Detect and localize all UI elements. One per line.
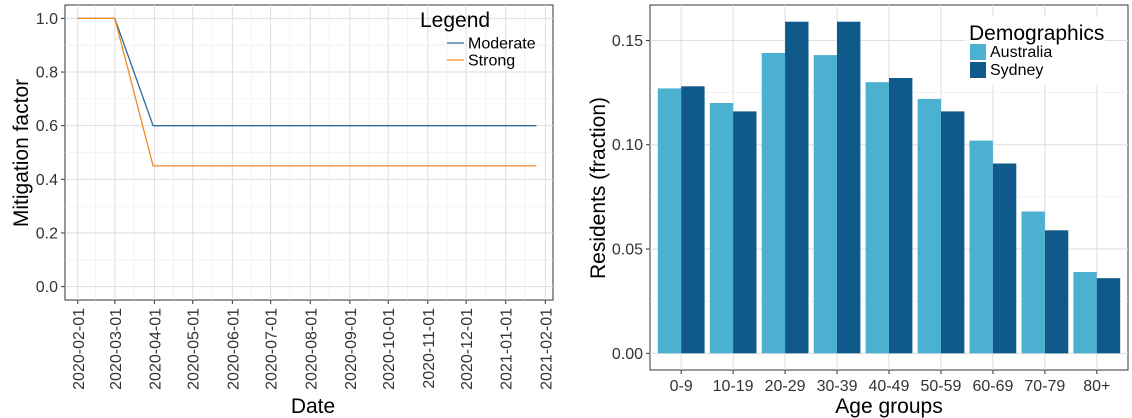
line-x-axis-title: Date bbox=[291, 395, 335, 418]
line-x-tick-label: 2020-04-01 bbox=[147, 308, 164, 390]
bar-sydney bbox=[941, 111, 965, 354]
line-legend-title: Legend bbox=[420, 9, 490, 32]
line-legend-label-moderate: Moderate bbox=[468, 36, 536, 53]
line-chart: 0.00.20.40.60.81.0 2020-02-01 2020-03-01 2… bbox=[10, 4, 555, 418]
bar-x-tick-label: 70-79 bbox=[1024, 378, 1065, 395]
line-y-tick-label: 0.4 bbox=[36, 172, 58, 189]
bar-x-tick-label: 10-19 bbox=[713, 378, 754, 395]
bar-x-tick-label: 60-69 bbox=[972, 378, 1013, 395]
line-x-tick-label: 2021-02-01 bbox=[538, 308, 555, 390]
bar-y-tick-label: 0.10 bbox=[612, 137, 643, 154]
bar-sydney bbox=[837, 21, 861, 354]
bar-sydney bbox=[785, 21, 809, 354]
line-series-strong bbox=[77, 17, 537, 167]
bar-x-ticks: 0-9 10-19 20-29 30-39 40-49 50-59 60-69 70-79 80… bbox=[670, 370, 1110, 395]
bar-legend-key-australia bbox=[970, 44, 986, 60]
bar-sydney bbox=[992, 163, 1017, 354]
bar-sydney bbox=[1044, 230, 1069, 354]
bar-x-tick-label: 40-49 bbox=[869, 378, 910, 395]
bar-australia bbox=[657, 88, 682, 354]
bar-legend-background bbox=[965, 17, 1105, 85]
bar-x-tick-label: 0-9 bbox=[670, 378, 693, 395]
line-x-tick-label: 2020-03-01 bbox=[108, 308, 125, 390]
line-x-tick-label: 2020-05-01 bbox=[186, 308, 203, 390]
line-series-group bbox=[77, 17, 537, 167]
line-y-axis-title: Mitigation factor bbox=[10, 79, 33, 227]
bar-chart: 0.00 0.05 0.10 0.15 0-9 10-19 20-29 30-39 40-49… bbox=[587, 4, 1129, 418]
bar-series-group bbox=[657, 21, 1121, 354]
bar-x-tick-label: 50-59 bbox=[920, 378, 961, 395]
bar-x-tick-label: 20-29 bbox=[765, 378, 806, 395]
bar-australia bbox=[865, 82, 889, 354]
line-x-tick-label: 2020-12-01 bbox=[459, 308, 476, 390]
bar-y-tick-label: 0.05 bbox=[612, 242, 643, 259]
line-y-ticks: 0.0 0.2 0.4 0.6 0.8 1.0 bbox=[36, 11, 65, 296]
bar-australia bbox=[917, 98, 941, 354]
line-y-tick-label: 0.8 bbox=[36, 65, 58, 82]
line-x-tick-label: 2021-01-01 bbox=[499, 308, 516, 390]
line-x-tick-label: 2020-06-01 bbox=[225, 308, 242, 390]
line-grid bbox=[65, 5, 553, 300]
line-x-ticks: 2020-02-01 2020-03-01 2020-04-01 2020-05-01… bbox=[71, 300, 555, 390]
bar-sydney bbox=[1096, 278, 1121, 354]
line-y-tick-label: 0.0 bbox=[36, 279, 58, 296]
bar-y-ticks: 0.00 0.05 0.10 0.15 bbox=[612, 33, 650, 363]
line-x-tick-label: 2020-09-01 bbox=[343, 308, 360, 390]
bar-sydney bbox=[889, 78, 913, 354]
bar-sydney bbox=[733, 111, 757, 354]
line-y-tick-label: 0.2 bbox=[36, 225, 58, 242]
bar-x-tick-label: 30-39 bbox=[817, 378, 858, 395]
bar-y-axis-title: Residents (fraction) bbox=[587, 97, 610, 279]
bar-y-tick-label: 0.00 bbox=[612, 346, 643, 363]
bar-australia bbox=[969, 140, 993, 354]
line-x-tick-label: 2020-11-01 bbox=[421, 308, 438, 389]
bar-australia bbox=[709, 103, 734, 354]
line-legend-label-strong: Strong bbox=[468, 53, 515, 70]
bar-legend-label-sydney: Sydney bbox=[990, 62, 1043, 79]
bar-x-tick-label: 80+ bbox=[1083, 378, 1110, 395]
bar-australia bbox=[1021, 211, 1045, 354]
line-x-tick-label: 2020-02-01 bbox=[71, 308, 88, 390]
bar-legend-key-sydney bbox=[970, 62, 986, 78]
line-y-tick-label: 0.6 bbox=[36, 118, 58, 135]
bar-legend-title: Demographics bbox=[969, 22, 1104, 45]
bar-australia bbox=[813, 55, 838, 354]
bar-sydney bbox=[681, 86, 705, 354]
bar-y-tick-label: 0.15 bbox=[612, 33, 643, 50]
line-x-tick-label: 2020-08-01 bbox=[303, 308, 320, 390]
bar-legend-label-australia: Australia bbox=[990, 44, 1052, 61]
bar-australia bbox=[761, 53, 786, 354]
line-x-tick-label: 2020-10-01 bbox=[381, 308, 398, 390]
line-y-tick-label: 1.0 bbox=[36, 11, 58, 28]
bar-australia bbox=[1073, 272, 1097, 354]
line-x-tick-label: 2020-07-01 bbox=[264, 308, 281, 390]
bar-x-axis-title: Age groups bbox=[835, 395, 942, 418]
